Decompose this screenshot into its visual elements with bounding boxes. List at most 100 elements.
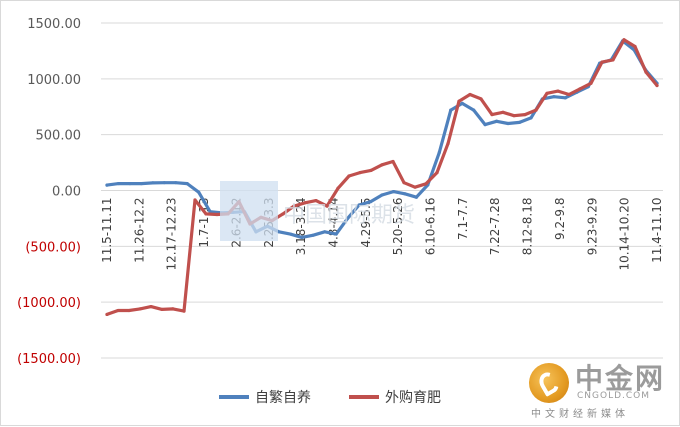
data-point-series2 [314, 198, 318, 203]
data-point-series2 [336, 186, 340, 190]
data-point-series1 [368, 200, 373, 204]
y-tick-label: (1000.00) [17, 296, 81, 311]
data-point-series2 [292, 204, 296, 208]
watermark-box [220, 181, 278, 241]
data-point-series2 [468, 92, 472, 97]
x-tick-label: 9.23-9.29 [585, 198, 599, 256]
data-point-series2 [281, 212, 285, 216]
data-point-series2 [611, 58, 615, 62]
data-point-series2 [457, 99, 461, 103]
data-point-series2 [171, 307, 175, 311]
data-point-series2 [567, 92, 571, 97]
legend-swatch-blue [219, 395, 249, 399]
data-point-series1 [311, 233, 315, 237]
x-tick-label: 7.22-7.28 [488, 198, 502, 256]
legend-label-series1: 自繁自养 [255, 390, 311, 406]
data-point-series1 [563, 96, 567, 100]
x-tick-label: 3.18-3.24 [294, 198, 308, 256]
data-point-series2 [369, 168, 373, 172]
legend-item-series1: 自繁自养 [219, 387, 311, 407]
data-point-series2 [589, 81, 593, 85]
data-point-series2 [402, 181, 406, 185]
data-point-series2 [523, 112, 527, 117]
x-tick-label: 6.10-6.16 [424, 198, 438, 256]
x-tick-label: 12.17-12.23 [165, 198, 179, 271]
data-point-series1 [403, 192, 407, 196]
legend-label-series2: 外购育肥 [385, 390, 441, 406]
data-point-series1 [449, 108, 453, 112]
y-tick-label: (1500.00) [17, 352, 81, 367]
data-point-series1 [334, 232, 338, 236]
data-point-series2 [490, 112, 494, 117]
data-point-series1 [494, 119, 499, 123]
data-point-series2 [149, 305, 153, 309]
logo-name: 中金网 [575, 362, 666, 395]
data-point-series2 [138, 307, 142, 311]
coin-icon [529, 363, 569, 403]
legend-item-series2: 外购育肥 [349, 387, 441, 407]
data-point-series1 [529, 116, 533, 120]
data-point-series2 [545, 91, 549, 95]
data-point-series1 [116, 181, 121, 186]
data-point-series1 [346, 216, 350, 221]
y-tick-label: 0.00 [52, 185, 81, 200]
data-point-series2 [127, 308, 131, 313]
x-tick-label: 10.14-10.20 [618, 198, 632, 271]
x-tick-label: 11.5-11.11 [100, 198, 114, 263]
series-line-2 [105, 38, 659, 316]
data-point-series2 [380, 163, 384, 167]
x-tick-label: 11.26-12.2 [132, 198, 146, 263]
data-point-series2 [182, 309, 186, 313]
data-point-series2 [655, 83, 659, 88]
y-tick-label: 1000.00 [27, 73, 81, 88]
data-point-series1 [174, 181, 178, 185]
y-tick-label: 500.00 [36, 129, 82, 144]
x-tick-label: 5.20-5.26 [391, 198, 405, 256]
data-point-series2 [358, 171, 362, 175]
data-point-series1 [151, 181, 155, 185]
data-point-series2 [622, 38, 626, 42]
data-point-series2 [600, 60, 604, 64]
data-point-series2 [578, 87, 582, 91]
data-point-series2 [424, 182, 428, 186]
x-tick-label: 7.1-7.7 [456, 198, 470, 241]
data-point-series1 [380, 193, 384, 197]
data-point-series2 [215, 212, 219, 217]
data-point-series1 [437, 150, 441, 155]
data-point-series2 [347, 174, 351, 178]
data-point-series1 [185, 181, 189, 186]
data-point-series2 [556, 89, 560, 93]
data-point-series1 [197, 190, 201, 194]
brand-logo: 中金网 CNGOLD.COM 中文财经新媒体 [525, 355, 675, 421]
data-point-series2 [512, 114, 516, 118]
x-tick-label: 11.4-11.10 [650, 198, 664, 263]
data-point-series2 [479, 97, 483, 101]
data-point-series2 [446, 142, 450, 146]
data-point-series1 [323, 230, 327, 234]
data-point-series1 [277, 230, 281, 234]
data-point-series1 [288, 232, 292, 236]
data-point-series1 [517, 120, 522, 124]
data-point-series1 [552, 95, 556, 99]
data-point-series1 [128, 181, 132, 186]
data-point-series1 [472, 108, 476, 112]
data-point-series2 [105, 312, 109, 317]
data-point-series1 [162, 181, 166, 185]
data-point-series2 [303, 201, 307, 205]
data-point-series2 [534, 108, 538, 112]
data-point-series1 [300, 235, 304, 239]
data-point-series1 [460, 101, 464, 105]
data-point-series2 [204, 212, 208, 216]
y-tick-label: 1500.00 [27, 17, 81, 32]
data-point-series2 [325, 204, 329, 208]
x-tick-label: 9.2-9.8 [553, 198, 567, 241]
data-point-series2 [644, 70, 648, 74]
y-tick-label: (500.00) [25, 240, 81, 255]
logo-tagline: 中文财经新媒体 [531, 409, 629, 420]
data-point-series2 [413, 185, 417, 189]
data-point-series1 [357, 203, 361, 207]
data-point-series2 [391, 159, 395, 164]
data-point-series1 [105, 183, 109, 187]
